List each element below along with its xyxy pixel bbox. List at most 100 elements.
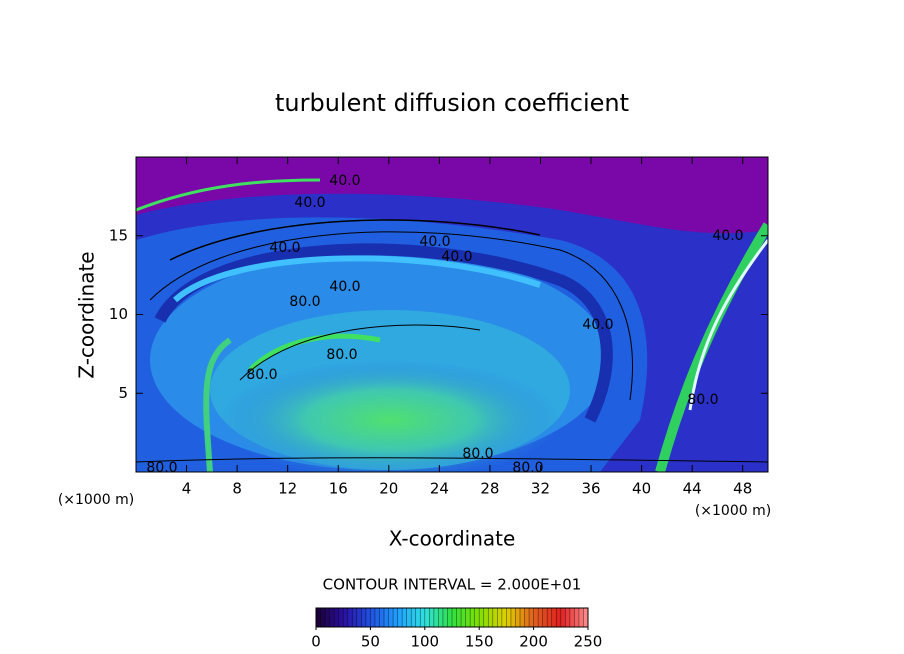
colorbar-swatch: [397, 608, 403, 627]
colorbar-swatch: [479, 608, 485, 627]
colorbar-swatch: [465, 608, 471, 627]
colorbar-swatch: [492, 608, 498, 627]
x-tick-label: 32: [531, 480, 550, 498]
colorbar-swatch: [347, 608, 353, 627]
colorbar-swatch: [393, 608, 399, 627]
colorbar-swatch: [442, 608, 448, 627]
contour-label: 80.0: [246, 367, 277, 383]
contour-label: 40.0: [441, 249, 472, 265]
x-tick-label: 28: [480, 480, 499, 498]
colorbar-swatch: [352, 608, 358, 627]
contour-label: 40.0: [329, 279, 360, 295]
colorbar-swatch: [384, 608, 390, 627]
colorbar-swatch: [424, 608, 430, 627]
colorbar-swatch: [556, 608, 562, 627]
colorbar-swatch: [547, 608, 553, 627]
y-tick-label: 10: [109, 305, 128, 323]
contour-label: 80.0: [289, 294, 320, 310]
x-tick-label: 20: [379, 480, 398, 498]
colorbar-swatch: [488, 608, 494, 627]
colorbar-tick-label: 50: [361, 633, 380, 651]
colorbar-frame: [315, 607, 589, 628]
colorbar-swatch: [520, 608, 526, 627]
colorbar-tick-label: 0: [311, 633, 321, 651]
colorbar-swatch: [356, 608, 362, 627]
colorbar-swatch: [470, 608, 476, 627]
x-tick-label: 16: [329, 480, 348, 498]
colorbar-swatch: [583, 608, 589, 627]
field: [136, 157, 768, 472]
y-tick-label: 5: [118, 384, 128, 402]
colorbar-swatch: [325, 608, 331, 627]
colorbar-swatch: [510, 608, 516, 627]
y-axis-label: Z-coordinate: [75, 251, 99, 378]
x-tick-label: 4: [182, 480, 192, 498]
colorbar-swatch: [388, 608, 394, 627]
colorbar-swatch: [316, 608, 322, 627]
x-tick-label: 40: [632, 480, 651, 498]
colorbar-swatch: [501, 608, 507, 627]
colorbar-swatch: [334, 608, 340, 627]
colorbar-swatch: [524, 608, 530, 627]
colorbar-swatch: [429, 608, 435, 627]
colorbar-swatch: [551, 608, 557, 627]
contour-label: 40.0: [269, 240, 300, 256]
colorbar-swatch: [456, 608, 462, 627]
colorbar-swatch: [542, 608, 548, 627]
x-tick-label: 36: [581, 480, 600, 498]
contour-label: 40.0: [329, 173, 360, 189]
x-tick-label: 48: [733, 480, 752, 498]
colorbar-swatch: [415, 608, 421, 627]
contour-label: 40.0: [712, 228, 743, 244]
colorbar-swatch: [343, 608, 349, 627]
colorbar-swatch: [406, 608, 412, 627]
colorbar-swatch: [329, 608, 335, 627]
colorbar-swatch: [578, 608, 584, 627]
contour-label: 80.0: [462, 446, 493, 462]
contour-label: 80.0: [326, 347, 357, 363]
colorbar-swatch: [379, 608, 385, 627]
x-axis-label: X-coordinate: [389, 527, 516, 551]
colorbar-swatch: [438, 608, 444, 627]
colorbar-tick-label: 200: [519, 633, 548, 651]
colorbar-swatch: [374, 608, 380, 627]
colorbar-swatch: [365, 608, 371, 627]
colorbar-swatch: [574, 608, 580, 627]
colorbar-swatch: [565, 608, 571, 627]
x-tick-label: 44: [683, 480, 702, 498]
contour-label: 40.0: [419, 234, 450, 250]
colorbar-swatch: [483, 608, 489, 627]
colorbar-swatch: [320, 608, 326, 627]
contour-label: 40.0: [294, 195, 325, 211]
colorbar-tick-label: 150: [465, 633, 494, 651]
colorbar-swatch: [538, 608, 544, 627]
x-units: (×1000 m): [58, 492, 134, 508]
z-units: (×1000 m): [695, 503, 771, 519]
chart-title: turbulent diffusion coefficient: [275, 89, 629, 117]
colorbar-swatch: [474, 608, 480, 627]
colorbar-tick-label: 250: [574, 633, 603, 651]
contour-label: 40.0: [582, 317, 613, 333]
y-tick-label: 15: [109, 226, 128, 244]
colorbar-swatch: [515, 608, 521, 627]
x-tick-label: 8: [232, 480, 242, 498]
colorbar-swatch: [461, 608, 467, 627]
colorbar-swatch: [497, 608, 503, 627]
colorbar-tick-label: 100: [410, 633, 439, 651]
colorbar-swatch: [560, 608, 566, 627]
colorbar-swatch: [529, 608, 535, 627]
contour-label: 80.0: [687, 392, 718, 408]
colorbar-swatch: [433, 608, 439, 627]
contour-interval: CONTOUR INTERVAL = 2.000E+01: [323, 576, 582, 594]
colorbar-swatch: [506, 608, 512, 627]
colorbar-swatch: [411, 608, 417, 627]
colorbar-swatch: [533, 608, 539, 627]
contour-label: 80.0: [146, 460, 177, 476]
colorbar-swatch: [402, 608, 408, 627]
colorbar-swatch: [452, 608, 458, 627]
colorbar-swatch: [370, 608, 376, 627]
x-tick-label: 24: [430, 480, 449, 498]
colorbar-swatch: [569, 608, 575, 627]
x-tick-label: 12: [278, 480, 297, 498]
